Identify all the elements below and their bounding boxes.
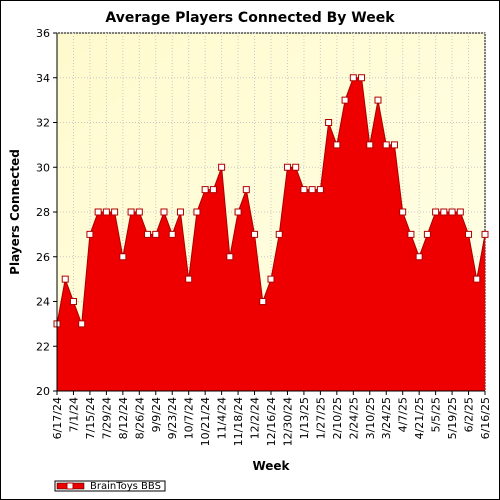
legend-label: BrainToys BBS <box>90 481 161 492</box>
data-point-marker <box>201 186 209 194</box>
x-tick-label: 2/24/25 <box>347 397 360 439</box>
data-point-marker <box>399 208 407 216</box>
y-tick-label: 22 <box>36 340 50 353</box>
data-point-marker <box>267 275 275 283</box>
data-point-marker <box>325 119 333 126</box>
x-tick-label: 8/26/24 <box>133 397 146 439</box>
data-point-marker <box>316 186 324 194</box>
data-point-marker <box>226 253 234 261</box>
data-point-marker <box>333 141 341 149</box>
y-tick-label: 30 <box>36 161 50 174</box>
x-axis-ticks: 6/17/24 7/1/24 7/15/24 7/29/24 8/12/24 8/26/2… <box>51 391 492 446</box>
data-point-marker <box>144 230 152 238</box>
x-tick-label: 6/2/25 <box>463 397 476 432</box>
chart-title: Average Players Connected By Week <box>105 10 395 26</box>
y-tick-label: 36 <box>36 27 50 40</box>
data-point-marker <box>102 208 110 216</box>
series-area-fill <box>57 77 485 391</box>
data-point-marker <box>78 320 86 328</box>
data-point-marker <box>374 96 382 104</box>
x-tick-label: 7/1/24 <box>67 397 80 432</box>
data-point-marker <box>275 230 283 238</box>
x-tick-label: 5/19/25 <box>446 397 459 439</box>
x-tick-label: 4/21/25 <box>413 397 426 439</box>
x-tick-label: 8/12/24 <box>117 397 130 439</box>
data-point-marker <box>382 141 390 149</box>
data-point-marker <box>193 208 201 216</box>
x-tick-label: 11/4/24 <box>216 397 229 439</box>
data-point-marker <box>69 298 77 305</box>
x-tick-label: 11/18/24 <box>232 397 245 446</box>
x-tick-label: 3/10/25 <box>364 397 377 439</box>
data-point-marker <box>423 230 431 238</box>
data-point-marker <box>465 230 473 238</box>
data-point-marker <box>152 230 160 238</box>
y-axis-title: Players Connected <box>8 149 22 275</box>
x-tick-label: 4/7/25 <box>397 397 410 432</box>
x-tick-label: 10/21/24 <box>199 397 212 446</box>
x-tick-label: 1/13/25 <box>298 397 311 439</box>
x-tick-label: 9/9/24 <box>150 397 163 432</box>
y-tick-label: 26 <box>36 251 50 264</box>
data-point-marker <box>94 208 102 216</box>
data-point-marker <box>218 163 226 171</box>
legend-box <box>54 480 166 492</box>
data-point-marker <box>448 208 456 216</box>
data-point-marker <box>185 275 193 283</box>
x-tick-label: 7/29/24 <box>100 397 113 439</box>
legend-marker-icon <box>66 482 74 490</box>
data-point-marker <box>234 208 242 216</box>
y-tick-label: 24 <box>36 296 50 309</box>
data-point-marker <box>86 230 94 238</box>
x-tick-label: 7/15/24 <box>84 397 97 439</box>
x-tick-label: 12/30/24 <box>281 397 294 446</box>
x-tick-label: 12/16/24 <box>265 397 278 446</box>
data-point-marker <box>308 186 316 194</box>
legend: BrainToys BBS <box>54 480 166 492</box>
data-point-marker <box>127 208 135 216</box>
data-point-marker <box>61 275 69 283</box>
data-point-marker <box>176 208 184 216</box>
data-point-marker <box>160 208 168 216</box>
data-point-marker <box>283 163 291 171</box>
x-tick-label: 5/5/25 <box>430 397 443 432</box>
data-point-marker <box>300 186 308 194</box>
data-point-marker <box>292 163 300 171</box>
data-point-marker <box>349 74 357 82</box>
data-point-marker <box>341 96 349 104</box>
x-tick-label: 2/10/25 <box>331 397 344 439</box>
data-point-marker <box>358 74 366 82</box>
data-point-marker <box>473 275 481 283</box>
y-tick-label: 32 <box>36 117 50 130</box>
y-tick-label: 34 <box>36 72 50 85</box>
data-point-marker <box>111 208 119 216</box>
x-axis-title: Week <box>252 459 290 473</box>
x-tick-label: 6/16/25 <box>479 397 492 439</box>
x-tick-label: 3/24/25 <box>380 397 393 439</box>
x-tick-label: 1/27/25 <box>314 397 327 439</box>
data-point-marker <box>366 141 374 149</box>
x-tick-label: 12/2/24 <box>249 397 262 439</box>
data-point-marker <box>407 230 415 238</box>
y-tick-label: 28 <box>36 206 50 219</box>
data-point-marker <box>259 298 267 305</box>
y-axis-ticks: 20 22 24 26 28 30 32 34 36 <box>36 27 57 398</box>
data-point-marker <box>135 208 143 216</box>
x-tick-label: 9/23/24 <box>166 397 179 439</box>
data-point-marker <box>456 208 464 216</box>
data-point-marker <box>481 230 489 238</box>
data-point-marker <box>432 208 440 216</box>
data-point-marker <box>168 230 176 238</box>
data-point-marker <box>209 186 217 194</box>
data-point-marker <box>390 141 398 149</box>
data-point-marker <box>242 186 250 194</box>
data-point-marker <box>415 253 423 261</box>
x-tick-label: 10/7/24 <box>183 397 196 439</box>
y-tick-label: 20 <box>36 385 50 398</box>
data-point-marker <box>440 208 448 216</box>
x-tick-label: 6/17/24 <box>51 397 64 439</box>
data-point-marker <box>251 230 259 238</box>
data-point-marker <box>119 253 127 261</box>
